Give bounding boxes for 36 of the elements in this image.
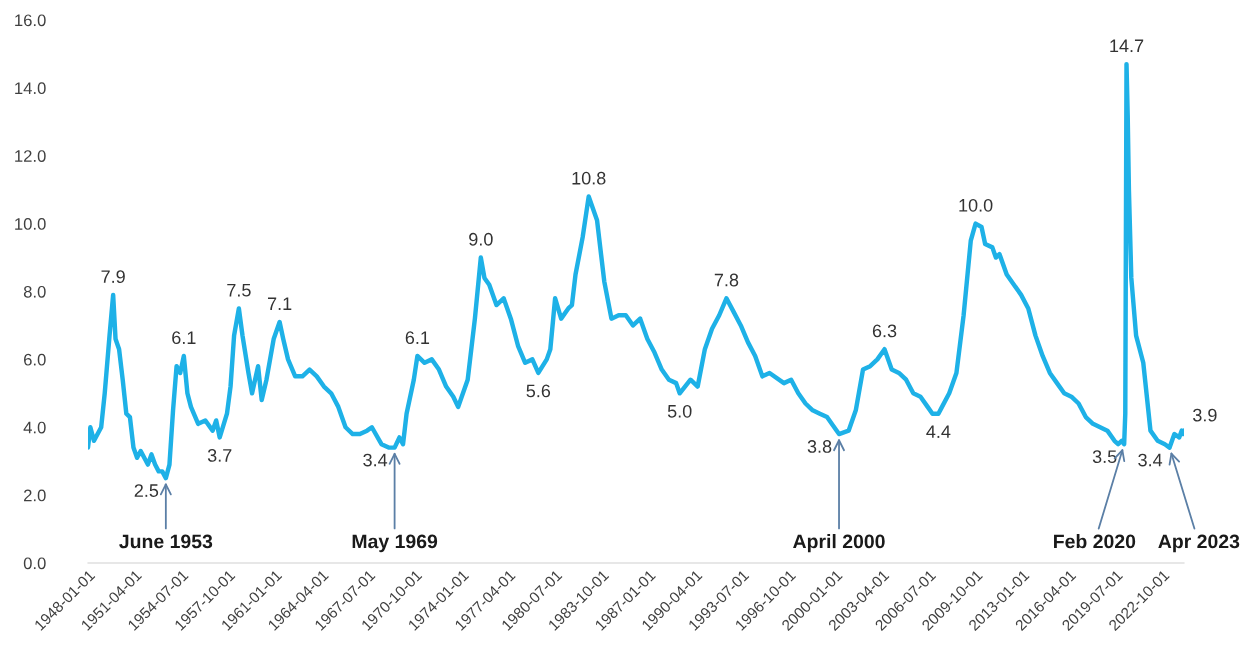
data-label: 14.7 [1110, 39, 1144, 53]
annotation: May 1969 [352, 534, 438, 553]
data-label: 3.5 [1092, 450, 1117, 464]
data-label: 3.4 [1138, 453, 1163, 467]
y-tick-label: 8.0 [23, 285, 46, 298]
data-label: 2.5 [134, 484, 159, 497]
annotation: June 1953 [119, 534, 213, 549]
data-label: 7.9 [101, 270, 125, 283]
y-tick-label: 10.0 [15, 218, 46, 230]
data-label: 6.1 [172, 331, 196, 345]
data-label: 5.0 [667, 404, 692, 418]
data-label: 10.8 [572, 171, 606, 185]
annotation: Feb 2020 [1054, 534, 1136, 549]
data-label: 3.4 [363, 453, 388, 467]
data-label: 4.4 [926, 425, 951, 438]
y-tick-label: 12.0 [15, 150, 46, 162]
data-label: 7.5 [227, 283, 251, 297]
y-tick-label: 16.0 [15, 14, 46, 27]
data-label: 9.0 [469, 232, 493, 246]
data-label: 7.8 [714, 273, 739, 287]
data-label: 3.8 [807, 440, 832, 453]
data-label: 3.7 [207, 449, 232, 462]
annotation: April 2000 [793, 534, 885, 553]
y-tick-label: 4.0 [23, 421, 46, 434]
y-tick-label: 2.0 [24, 489, 46, 502]
line-series [88, 61, 1184, 481]
y-tick-label: 14.0 [15, 82, 46, 95]
data-label: 6.1 [405, 331, 430, 345]
y-tick-label: 6.0 [24, 353, 46, 366]
annotation: Apr 2023 [1158, 534, 1240, 553]
data-label: 3.9 [1193, 408, 1217, 422]
y-tick-label: 0.0 [23, 557, 46, 570]
data-label: 5.6 [526, 384, 551, 398]
data-label: 7.1 [267, 297, 292, 310]
data-label: 6.3 [872, 324, 897, 338]
data-label: 10.0 [959, 198, 993, 212]
